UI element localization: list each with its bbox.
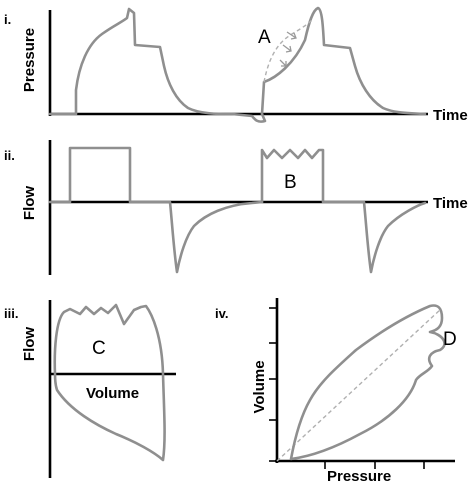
panel-i-label: i. (4, 12, 11, 27)
panel-iii-annotation: C (92, 338, 106, 359)
panel-i: i. Pressure Time A (4, 6, 468, 124)
panel-iv-annotation: D (443, 329, 457, 350)
panel-i-arrow-2 (286, 31, 297, 40)
panel-i-dashed-reference-curve (263, 19, 313, 83)
panel-iii: iii. Flow Volume C (4, 300, 176, 478)
panel-iv-label: iv. (215, 306, 229, 321)
panel-iv: iv. Volume Pressure D (215, 298, 457, 485)
panel-iii-flow-volume-loop (53, 303, 166, 462)
panel-iii-y-axis-label: Flow (21, 327, 38, 361)
panel-iii-x-axis-label: Volume (86, 385, 139, 402)
panel-i-y-axis-label: Pressure (21, 28, 38, 92)
panel-iv-dashed-compliance-line (276, 308, 442, 462)
panel-ii-label: ii. (4, 148, 15, 163)
panel-iv-pressure-volume-loop (289, 304, 446, 461)
panel-ii: ii. Flow Time B (4, 140, 468, 275)
panel-ii-x-axis-label: Time (433, 195, 468, 212)
panel-i-arrow-1 (282, 44, 292, 53)
panel-iv-x-axis-label: Pressure (327, 468, 391, 485)
panel-i-arrow-3 (279, 59, 287, 67)
panel-i-pressure-breath-1 (48, 7, 267, 123)
panel-ii-annotation: B (284, 172, 297, 193)
panel-iv-y-axis-label: Volume (251, 360, 268, 413)
panel-i-pressure-breath-2 (260, 6, 427, 116)
panel-iii-label: iii. (4, 306, 18, 321)
panel-i-x-axis-label: Time (433, 107, 468, 124)
panel-ii-square-flow-breath (48, 146, 264, 274)
panel-i-annotation: A (258, 27, 271, 48)
panel-ii-y-axis-label: Flow (21, 186, 38, 220)
panel-ii-notched-flow-breath (260, 148, 427, 274)
